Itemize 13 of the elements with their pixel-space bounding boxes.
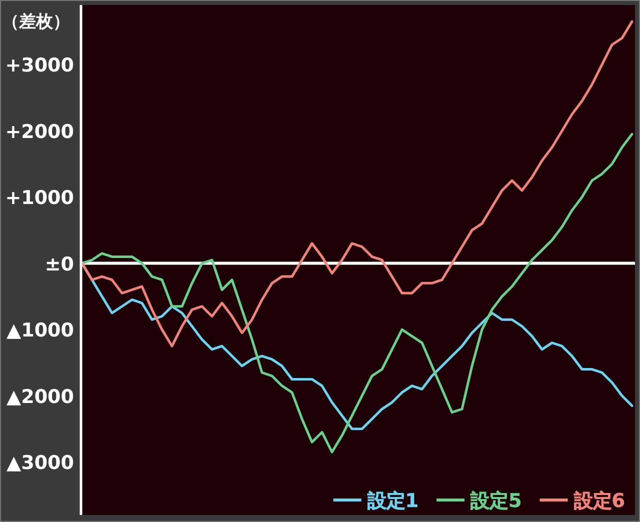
y-tick-label: +1000: [5, 187, 74, 210]
legend-label: 設定6: [572, 490, 625, 512]
y-tick-label: ▲2000: [6, 386, 74, 408]
y-tick-label: ▲1000: [6, 320, 74, 342]
y-axis-title: （差枚）: [2, 12, 70, 32]
y-tick-label: ▲3000: [6, 452, 74, 474]
line-series: [80, 132, 634, 454]
legend-label: 設定5: [470, 490, 522, 512]
line-series: [80, 20, 634, 348]
y-tick-label: +2000: [5, 120, 74, 143]
legend-label: 設定1: [366, 490, 419, 512]
y-tick-label: ±0: [44, 253, 74, 276]
y-tick-label: +3000: [5, 54, 74, 77]
